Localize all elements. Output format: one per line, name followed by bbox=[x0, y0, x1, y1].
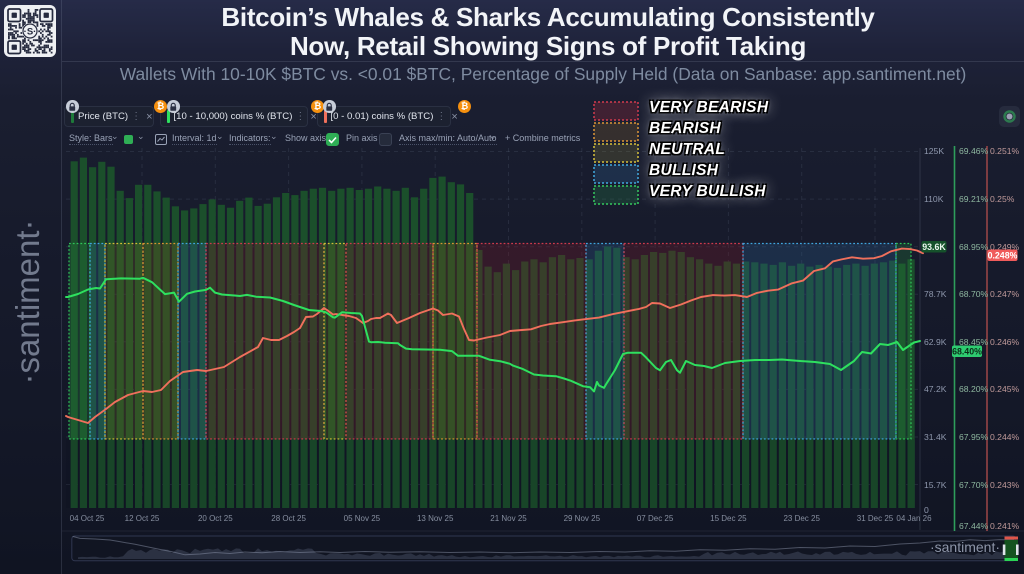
svg-text:68.95%: 68.95% bbox=[959, 242, 989, 252]
svg-text:·S·: ·S· bbox=[24, 27, 37, 38]
svg-text:67.70%: 67.70% bbox=[959, 480, 989, 490]
svg-text:20 Oct 25: 20 Oct 25 bbox=[198, 514, 233, 523]
svg-text:0.249%: 0.249% bbox=[990, 242, 1020, 252]
svg-text:68.70%: 68.70% bbox=[959, 289, 989, 299]
svg-text:62.9K: 62.9K bbox=[924, 337, 947, 347]
svg-text:69.21%: 69.21% bbox=[959, 194, 989, 204]
svg-text:·santiment·: ·santiment· bbox=[930, 539, 1000, 555]
svg-text:68.20%: 68.20% bbox=[959, 384, 989, 394]
svg-text:15.7K: 15.7K bbox=[924, 480, 947, 490]
svg-text:67.95%: 67.95% bbox=[959, 432, 989, 442]
svg-text:13 Nov 25: 13 Nov 25 bbox=[417, 514, 454, 523]
svg-text:47.2K: 47.2K bbox=[924, 384, 947, 394]
svg-text:68.45%: 68.45% bbox=[959, 337, 989, 347]
svg-text:68.40%: 68.40% bbox=[952, 346, 982, 356]
svg-text:29 Nov 25: 29 Nov 25 bbox=[564, 514, 601, 523]
svg-text:0.248%: 0.248% bbox=[988, 250, 1018, 260]
svg-text:23 Dec 25: 23 Dec 25 bbox=[783, 514, 820, 523]
svg-text:0: 0 bbox=[924, 505, 929, 515]
svg-text:15 Dec 25: 15 Dec 25 bbox=[710, 514, 747, 523]
svg-text:110K: 110K bbox=[924, 194, 944, 204]
svg-text:0.247%: 0.247% bbox=[990, 289, 1020, 299]
svg-text:0.241%: 0.241% bbox=[990, 521, 1020, 531]
svg-text:12 Oct 25: 12 Oct 25 bbox=[125, 514, 160, 523]
svg-text:69.46%: 69.46% bbox=[959, 146, 989, 156]
svg-text:07 Dec 25: 07 Dec 25 bbox=[637, 514, 674, 523]
svg-text:0.251%: 0.251% bbox=[990, 146, 1020, 156]
svg-text:31 Dec 25: 31 Dec 25 bbox=[857, 514, 894, 523]
svg-text:93.6K: 93.6K bbox=[922, 242, 946, 252]
svg-text:21 Nov 25: 21 Nov 25 bbox=[490, 514, 527, 523]
svg-text:0.243%: 0.243% bbox=[990, 480, 1020, 490]
svg-text:31.4K: 31.4K bbox=[924, 432, 947, 442]
svg-text:28 Oct 25: 28 Oct 25 bbox=[271, 514, 306, 523]
svg-text:67.44%: 67.44% bbox=[959, 521, 989, 531]
svg-text:05 Nov 25: 05 Nov 25 bbox=[344, 514, 381, 523]
svg-text:0.246%: 0.246% bbox=[990, 337, 1020, 347]
svg-text:04 Oct 25: 04 Oct 25 bbox=[70, 514, 105, 523]
svg-text:78.7K: 78.7K bbox=[924, 289, 947, 299]
svg-text:0.25%: 0.25% bbox=[990, 194, 1015, 204]
svg-text:04 Jan 26: 04 Jan 26 bbox=[896, 514, 932, 523]
svg-text:0.245%: 0.245% bbox=[990, 384, 1020, 394]
svg-text:125K: 125K bbox=[924, 146, 944, 156]
svg-text:0.244%: 0.244% bbox=[990, 432, 1020, 442]
